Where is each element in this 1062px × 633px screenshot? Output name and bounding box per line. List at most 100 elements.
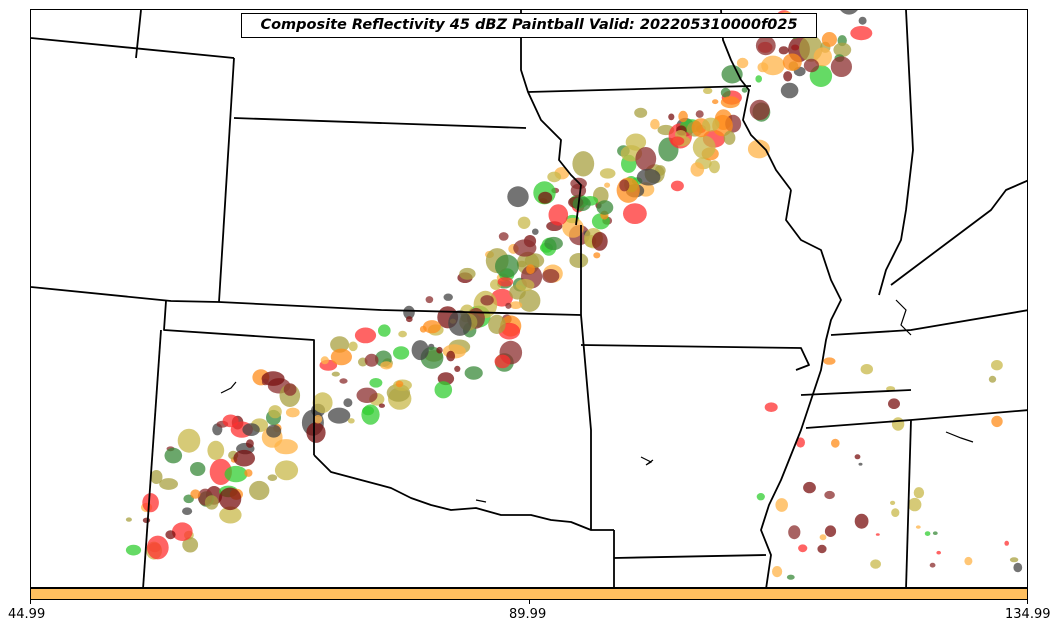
reflectivity-blob [747,139,770,159]
reflectivity-blob [330,336,350,353]
reflectivity-blob [888,398,900,410]
reflectivity-blob [436,346,443,354]
reflectivity-blob [380,361,393,370]
reflectivity-blob [222,414,239,428]
reflectivity-blob [509,301,523,309]
reflectivity-blob [244,469,253,477]
reflectivity-blob [159,478,179,490]
border-mn-wi [720,10,792,191]
colorbar [30,588,1028,600]
border-ne-north [233,117,527,129]
reflectivity-blob [369,378,383,388]
border-in-oh [890,179,1027,286]
reflectivity-blob [775,498,788,512]
reflectivity-blob [783,71,793,82]
border-montana-wyoming [31,37,235,59]
border-mo-river [520,10,582,226]
reflectivity-blob [285,407,300,418]
reflectivity-blob [803,481,816,494]
border-ne-ks [31,286,582,316]
reflectivity-blob [125,544,142,556]
border-ms-al [905,419,912,587]
reflectivity-blob [142,493,159,513]
reflectivity-blob [596,200,614,215]
reflectivity-blob [454,365,461,372]
reflectivity-blob [929,562,936,568]
reflectivity-blob [378,324,391,337]
reflectivity-blob [464,366,483,380]
reflectivity-blob [219,506,242,524]
reflectivity-blob [165,530,176,540]
reflectivity-blob [538,191,553,204]
reflectivity-blob [356,387,378,403]
reflectivity-blob [1009,557,1019,563]
reflectivity-blob [320,356,329,365]
reflectivity-blob [936,550,941,555]
reflectivity-blob [616,177,640,203]
colorbar-tick-label-mid: 89.99 [509,607,547,622]
border-ok-east [580,314,592,530]
reflectivity-blob [569,253,589,268]
reflectivity-blob [890,500,896,505]
reflectivity-blob [395,380,404,388]
reflectivity-blob [364,353,379,367]
reflectivity-blob [182,537,199,553]
map-canvas [31,10,1027,587]
reflectivity-blob [505,302,512,309]
reflectivity-blob [190,462,206,476]
reflectivity-blob [604,182,611,188]
reflectivity-blob [772,566,783,578]
reflectivity-blob [249,480,270,501]
reflectivity-blob [755,36,776,56]
reflectivity-blob [819,534,827,541]
border-ia-mo [527,85,752,93]
reflectivity-blob [480,295,494,306]
reflectivity-blob [361,404,380,425]
reflectivity-blob [736,57,749,69]
reflectivity-blob [515,279,535,292]
reflectivity-blob [720,96,740,109]
reflectivity-blob [913,487,925,499]
reflectivity-blob [495,254,519,278]
reflectivity-blob [702,117,720,132]
reflectivity-blob [164,447,183,464]
colorbar-tick-label-max: 134.99 [1005,607,1051,622]
reflectivity-blob [623,203,647,225]
reflectivity-blob [692,135,716,159]
reflectivity-blob [723,130,736,145]
reflectivity-blob [347,418,355,424]
reflectivity-blob [780,82,799,99]
reflectivity-blob [313,414,323,424]
reflectivity-blob [266,424,282,438]
colorbar-tick [1027,600,1028,604]
reflectivity-blob [125,517,132,522]
reflectivity-blob [782,53,802,71]
reflectivity-blob [761,55,785,76]
reflectivity-blob [218,487,242,511]
border-tn-south [805,409,1027,429]
reflectivity-blob [513,239,537,257]
reflectivity-blob [459,267,476,280]
reflectivity-blob [875,533,880,536]
reflectivity-blob [283,383,297,396]
reflectivity-blob [274,460,299,481]
reflectivity-blob [544,236,563,251]
reflectivity-blob [204,495,219,510]
reflectivity-blob [823,357,836,365]
lake-outline [640,456,654,466]
reflectivity-blob [591,232,608,251]
reflectivity-blob [796,437,805,448]
reflectivity-blob [625,133,647,151]
reflectivity-blob [343,398,353,408]
reflectivity-blob [547,171,562,183]
reflectivity-blob [720,87,731,98]
reflectivity-blob [764,402,778,413]
lake-outline [220,381,237,394]
reflectivity-blob [755,75,762,83]
reflectivity-blob [915,525,921,529]
reflectivity-blob [870,559,881,569]
reflectivity-blob [803,58,820,73]
reflectivity-blob [830,56,853,77]
reflectivity-blob [991,360,1003,371]
reflectivity-blob [840,10,858,15]
